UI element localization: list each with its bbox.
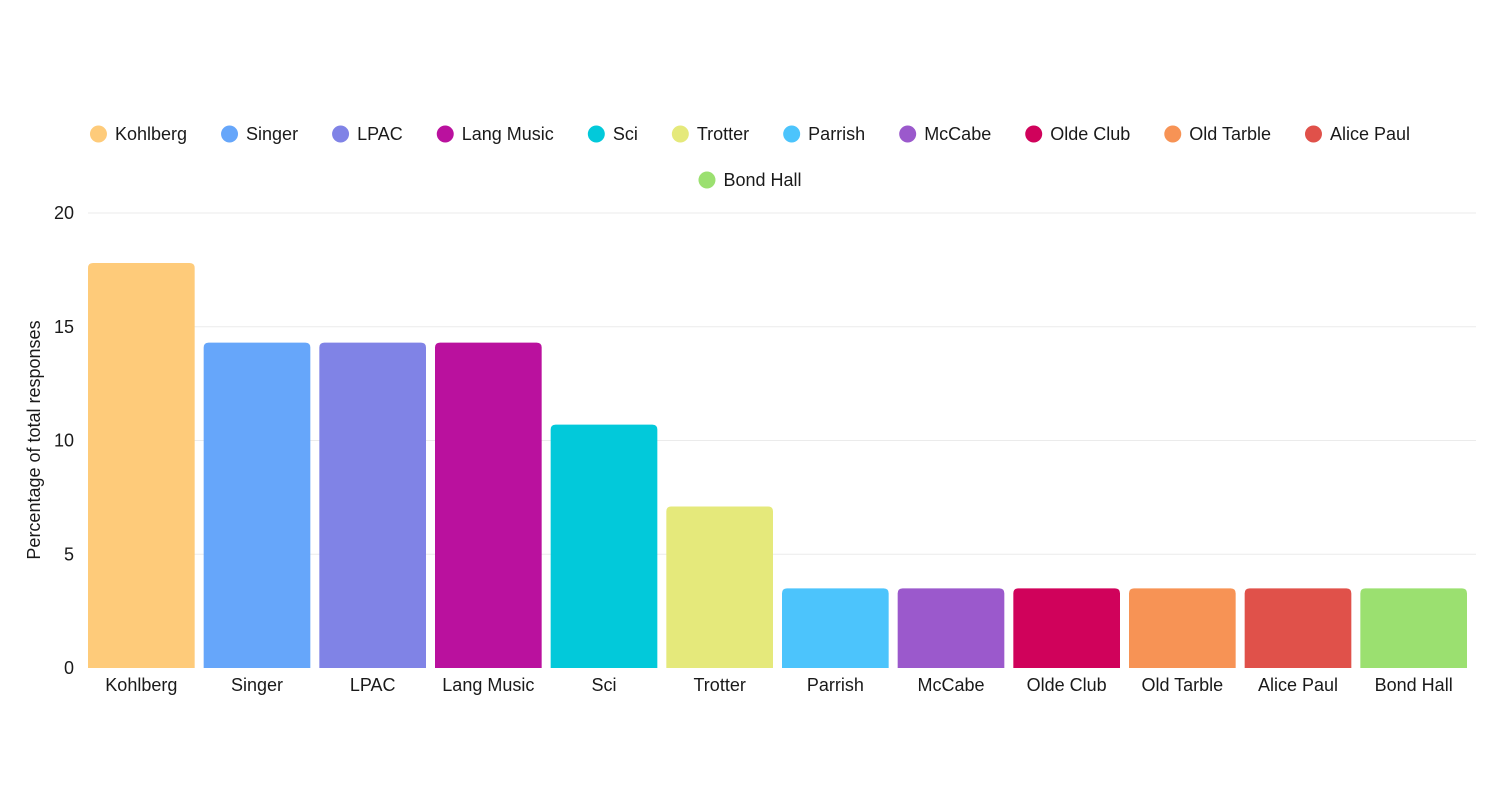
bar-sci[interactable] [550, 424, 658, 668]
x-tick-label: LPAC [350, 675, 396, 695]
legend-item[interactable]: Alice Paul [1304, 124, 1410, 144]
legend-label: Sci [613, 124, 638, 144]
x-tick-label: Olde Club [1027, 675, 1107, 695]
bar-lang-music[interactable] [435, 342, 542, 668]
legend-label: Alice Paul [1330, 124, 1410, 144]
y-axis-ticks: 0 5 10 15 20 [54, 203, 74, 678]
legend-item[interactable]: Bond Hall [698, 170, 802, 190]
legend-item[interactable]: Sci [587, 124, 638, 144]
legend-swatch [221, 125, 239, 143]
legend-label: Bond Hall [723, 170, 801, 190]
legend-item[interactable]: LPAC [332, 124, 403, 144]
bar-olde-club[interactable] [1013, 588, 1120, 668]
bar-old-tarble[interactable] [1129, 588, 1236, 668]
y-tick-label: 20 [54, 203, 74, 223]
x-tick-label: Singer [231, 675, 283, 695]
y-tick-label: 5 [64, 544, 74, 564]
y-tick-label: 10 [54, 431, 74, 451]
x-tick-label: McCabe [917, 675, 984, 695]
legend-item[interactable]: Old Tarble [1164, 124, 1271, 144]
legend-item[interactable]: Kohlberg [89, 124, 187, 144]
bar-bond-hall[interactable] [1360, 588, 1467, 668]
x-tick-label: Alice Paul [1258, 675, 1338, 695]
x-tick-label: Bond Hall [1375, 675, 1453, 695]
bar-kohlberg[interactable] [88, 263, 195, 668]
legend-swatch [698, 171, 716, 189]
x-tick-label: Sci [591, 675, 616, 695]
legend-swatch [436, 125, 454, 143]
legend-swatch [587, 125, 605, 143]
legend-item[interactable]: Lang Music [436, 124, 554, 144]
legend-label: Olde Club [1050, 124, 1130, 144]
bars [88, 263, 1467, 668]
bar-parrish[interactable] [782, 588, 889, 668]
x-tick-label: Old Tarble [1141, 675, 1223, 695]
legend-item[interactable]: McCabe [899, 124, 991, 144]
legend-swatch [671, 125, 689, 143]
legend-item[interactable]: Trotter [671, 124, 749, 144]
bar-mccabe[interactable] [897, 588, 1005, 668]
legend-swatch [89, 125, 107, 143]
bar-trotter[interactable] [666, 506, 773, 668]
legend-swatch [783, 125, 801, 143]
legend-label: Lang Music [462, 124, 554, 144]
legend-swatch [1164, 125, 1182, 143]
legend-item[interactable]: Parrish [783, 124, 865, 144]
x-axis-labels: Kohlberg Singer LPAC Lang Music Sci Trotter Pa… [105, 675, 1452, 695]
legend-label: Singer [246, 124, 298, 144]
legend-swatch [1304, 125, 1322, 143]
y-tick-label: 0 [64, 658, 74, 678]
legend: Kohlberg Singer LPAC Lang Music Sci Trotter Pa… [89, 124, 1410, 190]
x-tick-label: Kohlberg [105, 675, 177, 695]
legend-swatch [899, 125, 917, 143]
bar-lpac[interactable] [319, 342, 426, 668]
legend-label: LPAC [357, 124, 403, 144]
x-tick-label: Parrish [807, 675, 864, 695]
y-axis-title: Percentage of total responses [24, 320, 44, 559]
legend-label: McCabe [924, 124, 991, 144]
legend-label: Parrish [808, 124, 865, 144]
legend-label: Old Tarble [1189, 124, 1271, 144]
x-tick-label: Lang Music [442, 675, 534, 695]
legend-swatch [332, 125, 350, 143]
x-tick-label: Trotter [693, 675, 745, 695]
y-tick-label: 15 [54, 317, 74, 337]
legend-item[interactable]: Singer [221, 124, 298, 144]
legend-label: Kohlberg [115, 124, 187, 144]
bar-alice-paul[interactable] [1244, 588, 1352, 668]
legend-swatch [1025, 125, 1043, 143]
legend-label: Trotter [697, 124, 749, 144]
bar-singer[interactable] [203, 342, 311, 668]
legend-item[interactable]: Olde Club [1025, 124, 1130, 144]
